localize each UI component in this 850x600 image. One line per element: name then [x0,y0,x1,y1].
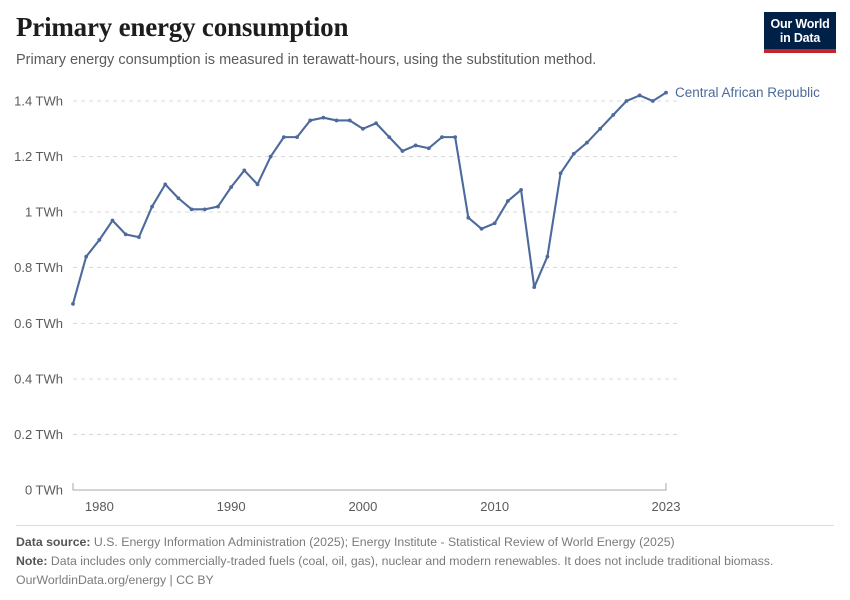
data-point[interactable] [598,126,603,131]
chart-plot-area[interactable]: 0 TWh 0.2 TWh 0.4 TWh 0.6 TWh 0.8 TWh 1 TWh 1.… [0,80,850,512]
data-point[interactable] [505,199,510,203]
data-point[interactable] [650,99,655,103]
data-point[interactable] [202,207,207,212]
data-point[interactable] [479,226,484,231]
data-point[interactable] [321,115,326,120]
data-point[interactable] [545,254,550,259]
data-point[interactable] [387,135,392,140]
y-axis-tick-label: 0.4 TWh [14,371,63,386]
footer-note: Note: Data includes only commercially-tr… [16,552,834,571]
series-line[interactable] [71,91,668,305]
series-end-label-group[interactable]: Central African Republic [675,85,820,100]
data-point[interactable] [150,204,154,209]
data-point[interactable] [585,140,589,145]
y-axis-tick-label: 1.2 TWh [14,149,63,164]
footer-source-text: U.S. Energy Information Administration (… [93,534,675,549]
chart-header: Primary energy consumption Primary energ… [16,12,756,70]
line-chart-svg[interactable]: 0 TWh 0.2 TWh 0.4 TWh 0.6 TWh 0.8 TWh 1 TWh 1.… [0,80,850,512]
x-axis-tick-label: 2000 [348,499,377,512]
data-point[interactable] [532,285,537,290]
y-axis-labels-group: 0 TWh 0.2 TWh 0.4 TWh 0.6 TWh 0.8 TWh 1 TWh 1.… [14,94,63,498]
footer-data-source: Data source: U.S. Energy Information Adm… [16,533,834,552]
x-axis-tick-label: 2023 [652,499,681,512]
data-point[interactable] [611,112,616,117]
data-point[interactable] [255,182,260,187]
y-axis-tick-label: 1.4 TWh [14,94,63,109]
footer-note-label: Note: [16,553,48,568]
data-point[interactable] [361,126,365,131]
gridlines-group [73,100,678,435]
data-point[interactable] [229,185,234,190]
data-point[interactable] [176,196,181,201]
chart-footer: Data source: U.S. Energy Information Adm… [16,524,834,590]
data-point[interactable] [519,188,523,192]
data-point[interactable] [466,215,471,220]
data-point[interactable] [558,171,563,176]
y-axis-tick-label: 0.2 TWh [14,427,63,442]
data-point[interactable] [136,235,141,240]
x-axis-tick-label: 2010 [480,499,509,512]
our-world-in-data-logo[interactable]: Our World in Data [764,12,836,53]
data-point[interactable] [84,254,89,259]
data-point[interactable] [281,135,286,140]
data-point[interactable] [189,207,194,212]
x-axis-tick-label: 1980 [85,499,114,512]
x-axis-tick-label: 1990 [217,499,246,512]
data-point[interactable] [374,121,378,126]
data-point[interactable] [637,93,642,98]
y-axis-tick-label: 0.6 TWh [14,316,63,331]
data-point[interactable] [71,301,75,306]
x-axis-group [72,483,667,491]
data-point[interactable] [308,118,313,123]
data-point[interactable] [413,143,418,148]
data-point[interactable] [453,135,458,140]
data-point[interactable] [440,135,444,140]
y-axis-tick-label: 1 TWh [25,205,63,220]
footer-license[interactable]: OurWorldinData.org/energy | CC BY [16,572,214,587]
x-axis-labels-group: 1980 1990 2000 2010 2023 [85,499,681,512]
data-point[interactable] [123,232,128,237]
data-point[interactable] [624,99,629,103]
y-axis-tick-label: 0 TWh [25,483,63,498]
series-end-label[interactable]: Central African Republic [675,85,820,100]
data-point[interactable] [347,118,352,123]
data-point[interactable] [426,146,431,151]
data-point[interactable] [492,221,497,226]
data-point[interactable] [571,151,576,156]
data-point[interactable] [295,135,299,140]
footer-source-label: Data source: [16,534,91,549]
data-point[interactable] [216,204,220,209]
data-point[interactable] [268,154,273,159]
data-point[interactable] [110,218,115,223]
data-point[interactable] [97,238,102,242]
data-series-group[interactable] [71,90,668,306]
logo-line-2: in Data [779,31,821,45]
x-axis-line [72,483,667,491]
page-title: Primary energy consumption [16,12,349,42]
data-point[interactable] [400,149,405,153]
data-point[interactable] [334,118,339,123]
chart-subtitle: Primary energy consumption is measured i… [16,52,597,69]
data-point[interactable] [242,168,247,173]
data-point[interactable] [664,90,668,95]
logo-line-1: Our World [770,17,830,31]
data-point[interactable] [163,182,168,187]
footer-note-text: Data includes only commercially-traded f… [50,553,774,568]
y-axis-tick-label: 0.8 TWh [14,260,63,275]
